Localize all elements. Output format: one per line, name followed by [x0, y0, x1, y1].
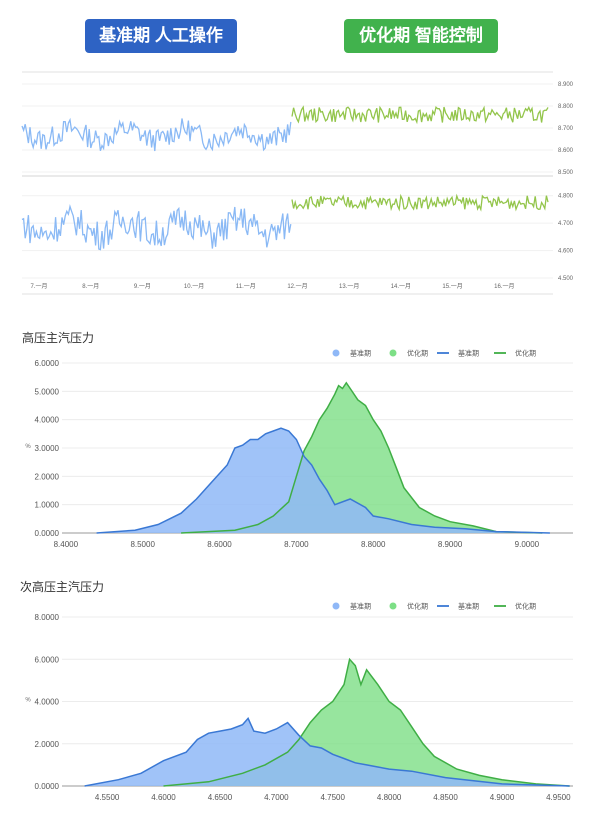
optimized-line: [163, 657, 570, 787]
x-tick-label: 4.6500: [208, 793, 233, 802]
y-tick-label: 2.0000: [35, 740, 60, 749]
y-tick-label: 6.0000: [35, 655, 60, 664]
ts-x-tick-label: 7.一月: [30, 283, 47, 290]
x-tick-label: 4.5500: [95, 793, 120, 802]
x-tick-label: 9.0000: [515, 540, 540, 549]
ts-y-tick-label: 4.700: [558, 221, 574, 227]
legend-label: 基准期: [458, 602, 479, 611]
optimized-area: [181, 382, 543, 533]
y-tick-label: 1.0000: [35, 501, 60, 510]
x-tick-label: 4.9500: [546, 793, 571, 802]
x-tick-label: 8.9000: [438, 540, 463, 549]
ts-y-tick-label: 8.500: [558, 170, 574, 176]
ts-x-tick-label: 16.一月: [494, 283, 514, 290]
y-tick-label: 4.0000: [35, 698, 60, 707]
ts-y-tick-label: 8.600: [558, 148, 574, 154]
y-tick-label: 8.0000: [35, 613, 60, 622]
ts-series-optimized: [291, 193, 549, 212]
chart-title-hp: 高压主汽压力: [22, 331, 95, 345]
y-axis-label: %: [25, 444, 31, 450]
ts-x-tick-label: 11.一月: [236, 283, 256, 290]
y-tick-label: 3.0000: [35, 444, 60, 453]
x-tick-label: 8.7000: [284, 540, 309, 549]
x-tick-label: 8.5000: [130, 540, 155, 549]
x-tick-label: 4.8500: [433, 793, 458, 802]
legend-marker-optimized-area: [389, 349, 397, 357]
legend-marker-baseline-area: [332, 349, 340, 357]
x-tick-label: 4.9000: [490, 793, 515, 802]
ts-x-tick-label: 13.一月: [339, 283, 359, 290]
legend-label: 基准期: [458, 349, 479, 358]
x-tick-label: 8.4000: [54, 540, 79, 549]
legend-marker-optimized-area: [389, 602, 397, 610]
legend-label: 优化期: [407, 602, 428, 611]
baseline-line: [96, 427, 550, 534]
y-tick-label: 0.0000: [35, 529, 60, 538]
x-tick-label: 8.8000: [361, 540, 386, 549]
ts-y-tick-label: 8.900: [558, 82, 574, 88]
x-tick-label: 4.7500: [320, 793, 345, 802]
ts-y-tick-label: 8.700: [558, 126, 574, 132]
ts-y-tick-label: 4.500: [558, 276, 574, 282]
x-tick-label: 4.8000: [377, 793, 402, 802]
legend-label: 优化期: [515, 349, 536, 358]
legend-marker-baseline-area: [332, 602, 340, 610]
ts-y-tick-label: 4.600: [558, 249, 574, 255]
ts-x-tick-label: 15.一月: [442, 283, 462, 290]
y-tick-label: 4.0000: [35, 416, 60, 425]
ts-x-tick-label: 10.一月: [184, 283, 204, 290]
optimized-area: [163, 659, 570, 786]
ts-series-baseline: [21, 204, 292, 251]
ts-y-tick-label: 4.800: [558, 194, 574, 200]
ts-x-tick-label: 8.一月: [82, 283, 99, 290]
ts-x-tick-label: 12.一月: [287, 283, 307, 290]
histogram-chart-ihp: 8.0000 6.0000 4.0000 2.0000 0.0000 4.5500 4.60…: [25, 602, 573, 802]
legend-label: 基准期: [350, 349, 371, 358]
x-tick-label: 4.7000: [264, 793, 289, 802]
legend-label: 基准期: [350, 602, 371, 611]
optimized-period-badge: 优化期 智能控制: [344, 19, 498, 53]
baseline-area: [96, 428, 550, 533]
histogram-chart-hp: 6.0000 5.0000 4.0000 3.0000 2.0000 1.0000 0.00…: [25, 349, 573, 549]
time-series-chart: 8.900 8.800 8.700 8.600 8.500 4.800 4.700 4.600…: [21, 71, 574, 295]
baseline-line: [84, 717, 570, 787]
ts-x-tick-label: 9.一月: [134, 283, 151, 290]
legend-label: 优化期: [515, 602, 536, 611]
y-tick-label: 0.0000: [35, 782, 60, 791]
ts-series-optimized: [291, 105, 549, 125]
x-tick-label: 4.6000: [151, 793, 176, 802]
ts-x-tick-label: 14.一月: [391, 283, 411, 290]
y-tick-label: 5.0000: [35, 387, 60, 396]
ts-y-tick-label: 8.800: [558, 104, 574, 110]
x-tick-label: 8.6000: [207, 540, 232, 549]
y-tick-label: 2.0000: [35, 472, 60, 481]
ts-series-baseline: [21, 117, 292, 152]
baseline-period-badge: 基准期 人工操作: [85, 19, 237, 53]
y-axis-label: %: [25, 698, 31, 704]
optimized-line: [181, 381, 543, 534]
y-tick-label: 6.0000: [35, 359, 60, 368]
chart-title-ihp: 次高压主汽压力: [20, 580, 105, 594]
legend-label: 优化期: [407, 349, 428, 358]
